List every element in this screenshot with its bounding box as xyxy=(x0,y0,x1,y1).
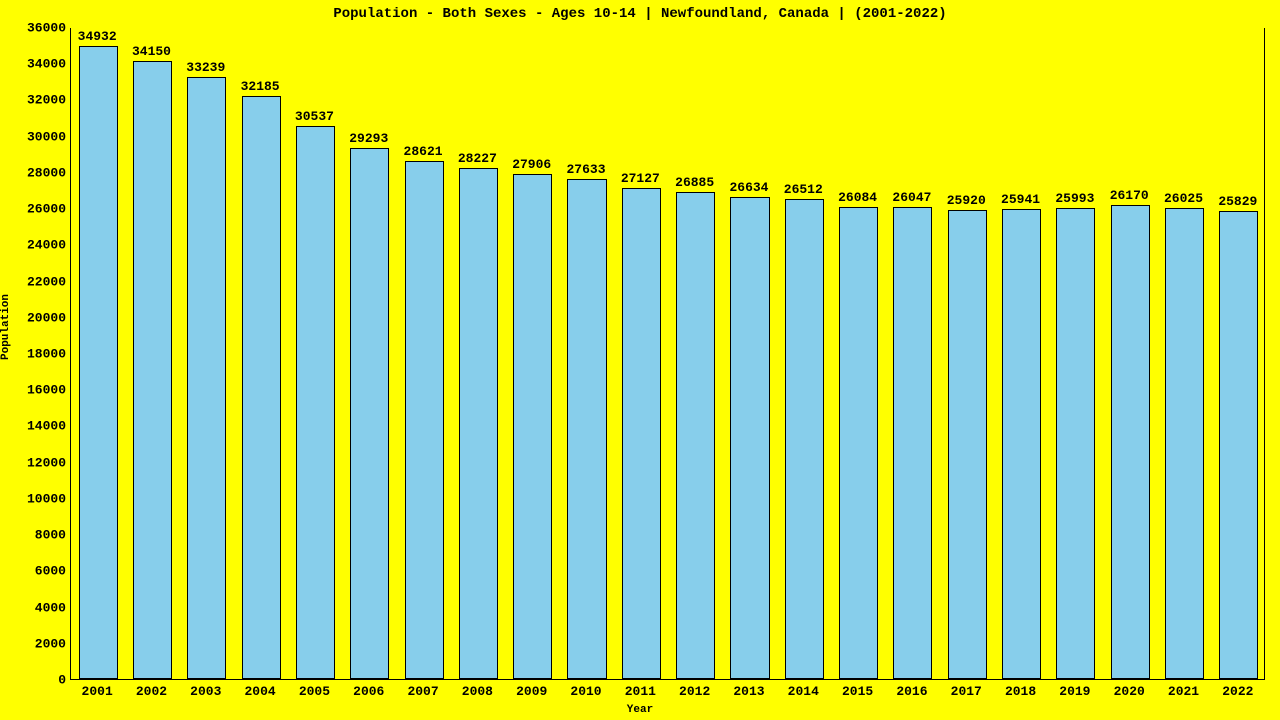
bar xyxy=(730,197,769,679)
x-tick-label: 2012 xyxy=(679,684,710,699)
x-tick-label: 2008 xyxy=(462,684,493,699)
bar-value-label: 27127 xyxy=(621,171,660,186)
y-tick-label: 4000 xyxy=(35,600,66,615)
bar-value-label: 26512 xyxy=(784,182,823,197)
y-tick-label: 36000 xyxy=(27,21,66,36)
plot-area xyxy=(70,28,1265,680)
bar xyxy=(1056,208,1095,679)
bar xyxy=(1111,205,1150,679)
y-tick-label: 8000 xyxy=(35,528,66,543)
bar xyxy=(513,174,552,679)
bar xyxy=(133,61,172,679)
bars-group xyxy=(71,28,1264,679)
bar-value-label: 27906 xyxy=(512,157,551,172)
y-tick-label: 12000 xyxy=(27,455,66,470)
bar xyxy=(948,210,987,679)
y-tick-label: 26000 xyxy=(27,202,66,217)
population-bar-chart: Population - Both Sexes - Ages 10-14 | N… xyxy=(0,0,1280,720)
x-tick-label: 2020 xyxy=(1114,684,1145,699)
bar-value-label: 32185 xyxy=(241,79,280,94)
x-tick-label: 2007 xyxy=(407,684,438,699)
bar xyxy=(1165,208,1204,679)
x-tick-label: 2018 xyxy=(1005,684,1036,699)
y-tick-label: 6000 xyxy=(35,564,66,579)
bar-value-label: 30537 xyxy=(295,109,334,124)
bar xyxy=(459,168,498,679)
y-tick-label: 0 xyxy=(58,673,66,688)
y-tick-label: 18000 xyxy=(27,347,66,362)
x-tick-label: 2004 xyxy=(245,684,276,699)
bar-value-label: 28621 xyxy=(404,144,443,159)
y-tick-label: 34000 xyxy=(27,57,66,72)
y-tick-label: 32000 xyxy=(27,93,66,108)
y-tick-label: 16000 xyxy=(27,383,66,398)
x-axis-label: Year xyxy=(0,704,1280,716)
x-tick-label: 2001 xyxy=(82,684,113,699)
bar xyxy=(1002,209,1041,679)
y-tick-label: 2000 xyxy=(35,636,66,651)
x-tick-label: 2021 xyxy=(1168,684,1199,699)
y-tick-label: 20000 xyxy=(27,310,66,325)
x-tick-label: 2005 xyxy=(299,684,330,699)
x-tick-label: 2014 xyxy=(788,684,819,699)
bar-value-label: 28227 xyxy=(458,151,497,166)
x-tick-label: 2016 xyxy=(896,684,927,699)
bar xyxy=(676,192,715,679)
y-tick-label: 22000 xyxy=(27,274,66,289)
y-axis-label: Population xyxy=(0,294,12,360)
chart-title: Population - Both Sexes - Ages 10-14 | N… xyxy=(0,6,1280,22)
bar xyxy=(350,148,389,679)
x-tick-label: 2019 xyxy=(1059,684,1090,699)
bar-value-label: 26170 xyxy=(1110,188,1149,203)
bar-value-label: 33239 xyxy=(186,60,225,75)
x-tick-label: 2013 xyxy=(733,684,764,699)
bar-value-label: 29293 xyxy=(349,131,388,146)
bar-value-label: 34932 xyxy=(78,29,117,44)
bar xyxy=(405,161,444,679)
y-tick-label: 10000 xyxy=(27,491,66,506)
bar-value-label: 25920 xyxy=(947,193,986,208)
bar xyxy=(242,96,281,679)
bar xyxy=(622,188,661,679)
bar xyxy=(839,207,878,679)
x-tick-label: 2011 xyxy=(625,684,656,699)
y-tick-label: 14000 xyxy=(27,419,66,434)
bar xyxy=(785,199,824,679)
x-tick-label: 2022 xyxy=(1222,684,1253,699)
y-tick-label: 24000 xyxy=(27,238,66,253)
x-tick-label: 2015 xyxy=(842,684,873,699)
bar-value-label: 25829 xyxy=(1218,194,1257,209)
bar-value-label: 34150 xyxy=(132,44,171,59)
bar-value-label: 26634 xyxy=(729,180,768,195)
bar xyxy=(79,46,118,679)
x-tick-label: 2017 xyxy=(951,684,982,699)
x-tick-label: 2009 xyxy=(516,684,547,699)
x-tick-label: 2003 xyxy=(190,684,221,699)
bar-value-label: 26885 xyxy=(675,175,714,190)
bar xyxy=(893,207,932,679)
bar xyxy=(296,126,335,679)
bar-value-label: 25941 xyxy=(1001,192,1040,207)
bar xyxy=(1219,211,1258,679)
bar-value-label: 27633 xyxy=(567,162,606,177)
x-tick-label: 2010 xyxy=(570,684,601,699)
bar-value-label: 25993 xyxy=(1055,191,1094,206)
x-tick-label: 2002 xyxy=(136,684,167,699)
bar xyxy=(187,77,226,679)
y-tick-label: 28000 xyxy=(27,165,66,180)
bar xyxy=(567,179,606,679)
bar-value-label: 26025 xyxy=(1164,191,1203,206)
bar-value-label: 26047 xyxy=(892,190,931,205)
bar-value-label: 26084 xyxy=(838,190,877,205)
x-tick-label: 2006 xyxy=(353,684,384,699)
y-tick-label: 30000 xyxy=(27,129,66,144)
